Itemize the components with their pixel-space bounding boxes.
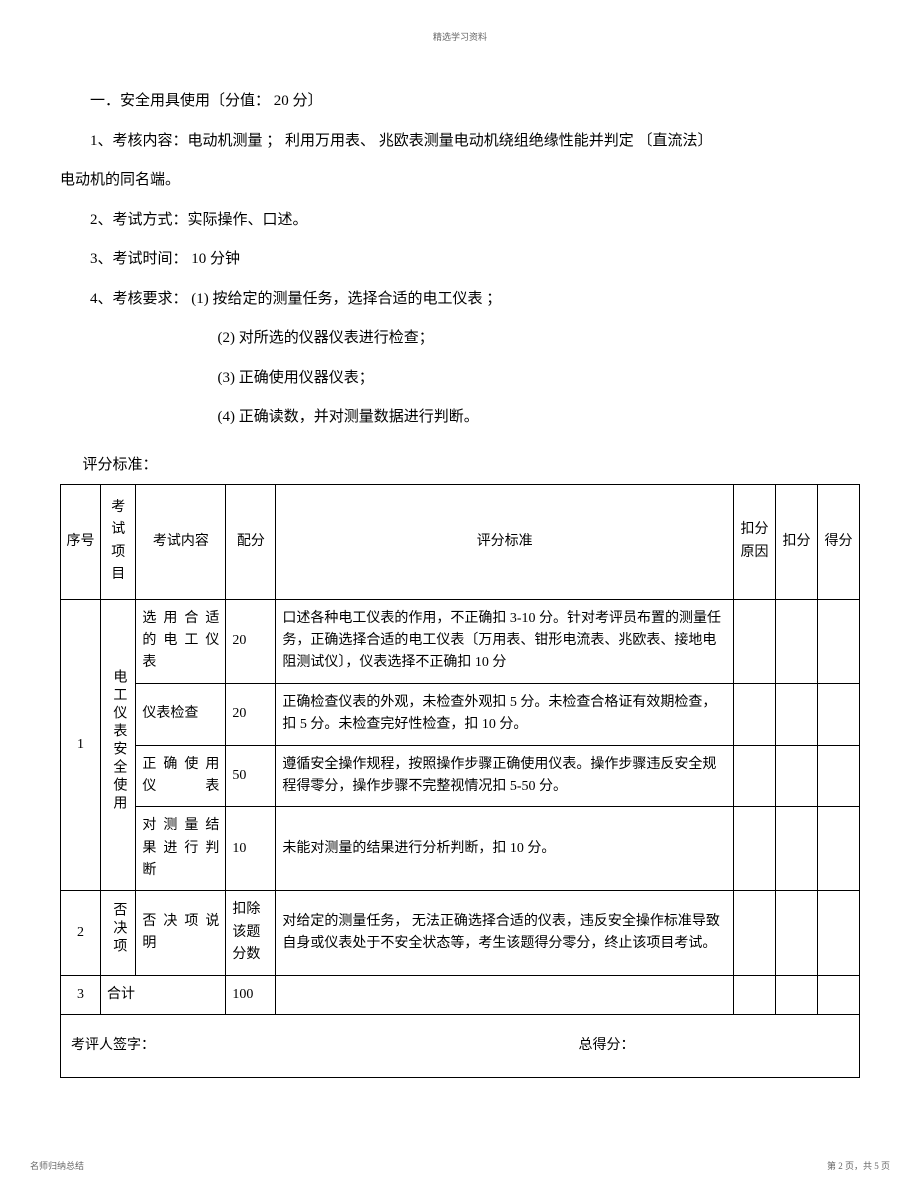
row1-2-criteria: 正确检查仪表的外观，未检查外观扣 5 分。未检查合格证有效期检查，扣 5 分。未…	[276, 683, 734, 745]
row3-seq: 3	[61, 975, 101, 1014]
empty-cell	[276, 975, 734, 1014]
table-row: 2 否决项 否 决 项 说明 扣除该题分数 对给定的测量任务， 无法正确选择合适…	[61, 891, 860, 975]
table-header-row: 序号 考试项目 考试内容 配分 评分标准 扣分原因 扣分 得分	[61, 485, 860, 600]
header-project: 考试项目	[101, 485, 136, 600]
header-criteria: 评分标准	[276, 485, 734, 600]
table-row: 仪表检查 20 正确检查仪表的外观，未检查外观扣 5 分。未检查合格证有效期检查…	[61, 683, 860, 745]
row2-project: 否决项	[101, 891, 136, 975]
empty-cell	[776, 975, 818, 1014]
scoring-table: 序号 考试项目 考试内容 配分 评分标准 扣分原因 扣分 得分 1 电工仪表安全…	[60, 484, 860, 1078]
table-row: 1 电工仪表安全使用 选 用 合 适的 电 工 仪表 20 口述各种电工仪表的作…	[61, 599, 860, 683]
item-1-cont: 电动机的同名端。	[60, 162, 860, 200]
empty-cell	[818, 975, 860, 1014]
empty-cell	[734, 807, 776, 891]
header-seq: 序号	[61, 485, 101, 600]
row2-content: 否 决 项 说明	[136, 891, 226, 975]
empty-cell	[818, 745, 860, 807]
row1-seq: 1	[61, 599, 101, 891]
main-content: 一．安全用具使用〔分值： 20 分〕 1、考核内容：电动机测量 ； 利用万用表、…	[60, 83, 860, 484]
row1-1-allocation: 20	[226, 599, 276, 683]
row1-2-content: 仪表检查	[136, 683, 226, 745]
header-score: 得分	[818, 485, 860, 600]
section-title: 一．安全用具使用〔分值： 20 分〕	[60, 83, 860, 121]
row2-allocation: 扣除该题分数	[226, 891, 276, 975]
empty-cell	[734, 599, 776, 683]
item-4-3: (3) 正确使用仪器仪表；	[60, 360, 860, 398]
row1-3-content: 正 确 使 用仪表	[136, 745, 226, 807]
row1-3-allocation: 50	[226, 745, 276, 807]
item-4-2: (2) 对所选的仪器仪表进行检查；	[60, 320, 860, 358]
row1-project: 电工仪表安全使用	[101, 599, 136, 891]
empty-cell	[818, 891, 860, 975]
row1-4-content: 对 测 量 结果 进 行 判断	[136, 807, 226, 891]
table-label: 评分标准：	[60, 447, 860, 485]
signature-left: 考评人签字：	[71, 1035, 155, 1057]
item-3: 3、考试时间： 10 分钟	[60, 241, 860, 279]
row1-4-allocation: 10	[226, 807, 276, 891]
table-row: 对 测 量 结果 进 行 判断 10 未能对测量的结果进行分析判断，扣 10 分…	[61, 807, 860, 891]
footer-left: 名师归纳总结	[30, 1159, 84, 1172]
empty-cell	[818, 599, 860, 683]
header-allocation: 配分	[226, 485, 276, 600]
signature-row: 考评人签字： 总得分：	[61, 1015, 860, 1078]
empty-cell	[776, 745, 818, 807]
item-4: 4、考核要求： (1) 按给定的测量任务，选择合适的电工仪表 ；	[60, 281, 860, 319]
row1-1-content: 选 用 合 适的 电 工 仪表	[136, 599, 226, 683]
row1-4-criteria: 未能对测量的结果进行分析判断，扣 10 分。	[276, 807, 734, 891]
row1-1-criteria: 口述各种电工仪表的作用，不正确扣 3-10 分。针对考评员布置的测量任务，正确选…	[276, 599, 734, 683]
empty-cell	[734, 975, 776, 1014]
item-2: 2、考试方式：实际操作、口述。	[60, 202, 860, 240]
empty-cell	[734, 683, 776, 745]
empty-cell	[818, 807, 860, 891]
empty-cell	[818, 683, 860, 745]
header-content: 考试内容	[136, 485, 226, 600]
footer-right: 第 2 页，共 5 页	[827, 1159, 890, 1172]
table-row: 3 合计 100	[61, 975, 860, 1014]
header-deduct: 扣分	[776, 485, 818, 600]
header-small-text: 精选学习资料	[60, 30, 860, 43]
signature-cell: 考评人签字： 总得分：	[61, 1015, 860, 1078]
empty-cell	[734, 891, 776, 975]
row3-project: 合计	[101, 975, 226, 1014]
table-row: 正 确 使 用仪表 50 遵循安全操作规程，按照操作步骤正确使用仪表。操作步骤违…	[61, 745, 860, 807]
row1-2-allocation: 20	[226, 683, 276, 745]
signature-right: 总得分：	[579, 1035, 635, 1057]
empty-cell	[776, 683, 818, 745]
header-reason: 扣分原因	[734, 485, 776, 600]
empty-cell	[734, 745, 776, 807]
empty-cell	[776, 807, 818, 891]
item-4-4: (4) 正确读数，并对测量数据进行判断。	[60, 399, 860, 437]
row1-3-criteria: 遵循安全操作规程，按照操作步骤正确使用仪表。操作步骤违反安全规程得零分，操作步骤…	[276, 745, 734, 807]
row2-seq: 2	[61, 891, 101, 975]
row3-allocation: 100	[226, 975, 276, 1014]
empty-cell	[776, 891, 818, 975]
item-1: 1、考核内容：电动机测量 ； 利用万用表、 兆欧表测量电动机绕组绝缘性能并判定 …	[60, 123, 860, 161]
row2-criteria: 对给定的测量任务， 无法正确选择合适的仪表，违反安全操作标准导致自身或仪表处于不…	[276, 891, 734, 975]
empty-cell	[776, 599, 818, 683]
